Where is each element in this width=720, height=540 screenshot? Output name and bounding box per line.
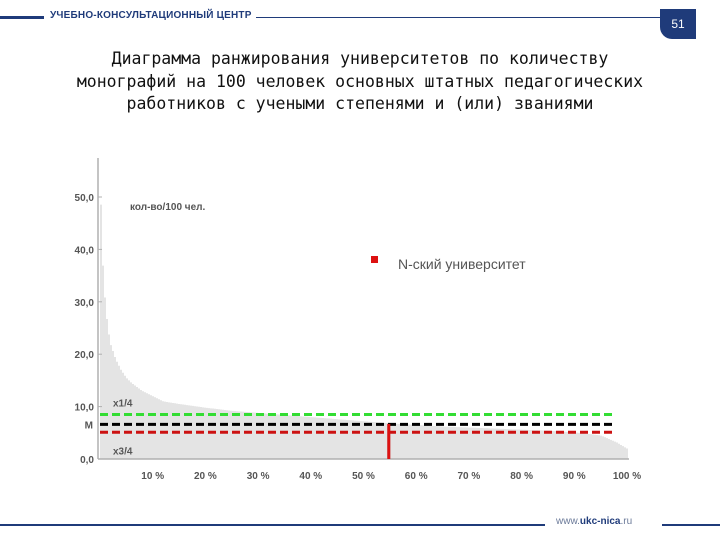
x-tick-label: 20 %: [194, 471, 217, 482]
footer-site-brand: ukc-nica: [579, 516, 621, 527]
title-line-3: работников с учеными степенями и (или) з…: [126, 94, 594, 113]
footer-site-prefix: www.: [556, 516, 580, 527]
upper-quartile-label: x1/4: [113, 398, 133, 409]
x-tick-label: 90 %: [563, 471, 586, 482]
page-number-badge: 51: [660, 9, 696, 39]
header-bar: УЧЕБНО-КОНСУЛЬТАЦИОННЫЙ ЦЕНТР 51: [0, 0, 720, 40]
y-tick-label: 40,0: [75, 245, 95, 256]
y-tick-label: 0,0: [80, 455, 94, 466]
x-tick-label: 100 %: [613, 471, 641, 482]
footer-line-right: [662, 524, 720, 526]
brand-name: УЧЕБНО-КОНСУЛЬТАЦИОННЫЙ ЦЕНТР: [50, 10, 252, 21]
title-line-2: монографий на 100 человек основных штатн…: [76, 71, 644, 91]
legend-label: N-ский университет: [398, 256, 526, 272]
footer-line: [0, 524, 545, 526]
x-tick-label: 50 %: [352, 471, 375, 482]
x-tick-label: 10 %: [141, 471, 164, 482]
unit-label: кол-во/100 чел.: [130, 202, 206, 213]
median-label: M: [85, 420, 93, 431]
lower-quartile-label: x3/4: [113, 446, 133, 457]
brand-line-left: [0, 16, 44, 19]
legend-marker: [371, 256, 378, 263]
brand-line-right: [256, 17, 666, 18]
x-tick-label: 70 %: [458, 471, 481, 482]
page-number: 51: [671, 17, 685, 31]
y-tick-label: 10,0: [75, 403, 95, 414]
x-tick-label: 40 %: [299, 471, 322, 482]
title-line-1: Диаграмма ранжирования университетов по …: [111, 49, 609, 68]
x-tick-label: 80 %: [510, 471, 533, 482]
y-tick-label: 50,0: [75, 193, 95, 204]
x-tick-label: 30 %: [247, 471, 270, 482]
y-tick-label: 30,0: [75, 298, 95, 309]
footer-website[interactable]: www.ukc-nica.ru: [556, 516, 632, 527]
slide-title: Диаграмма ранжирования университетов по …: [10, 48, 710, 116]
footer-site-suffix: .ru: [620, 516, 633, 527]
y-tick-label: 20,0: [75, 350, 95, 361]
x-tick-label: 60 %: [405, 471, 428, 482]
